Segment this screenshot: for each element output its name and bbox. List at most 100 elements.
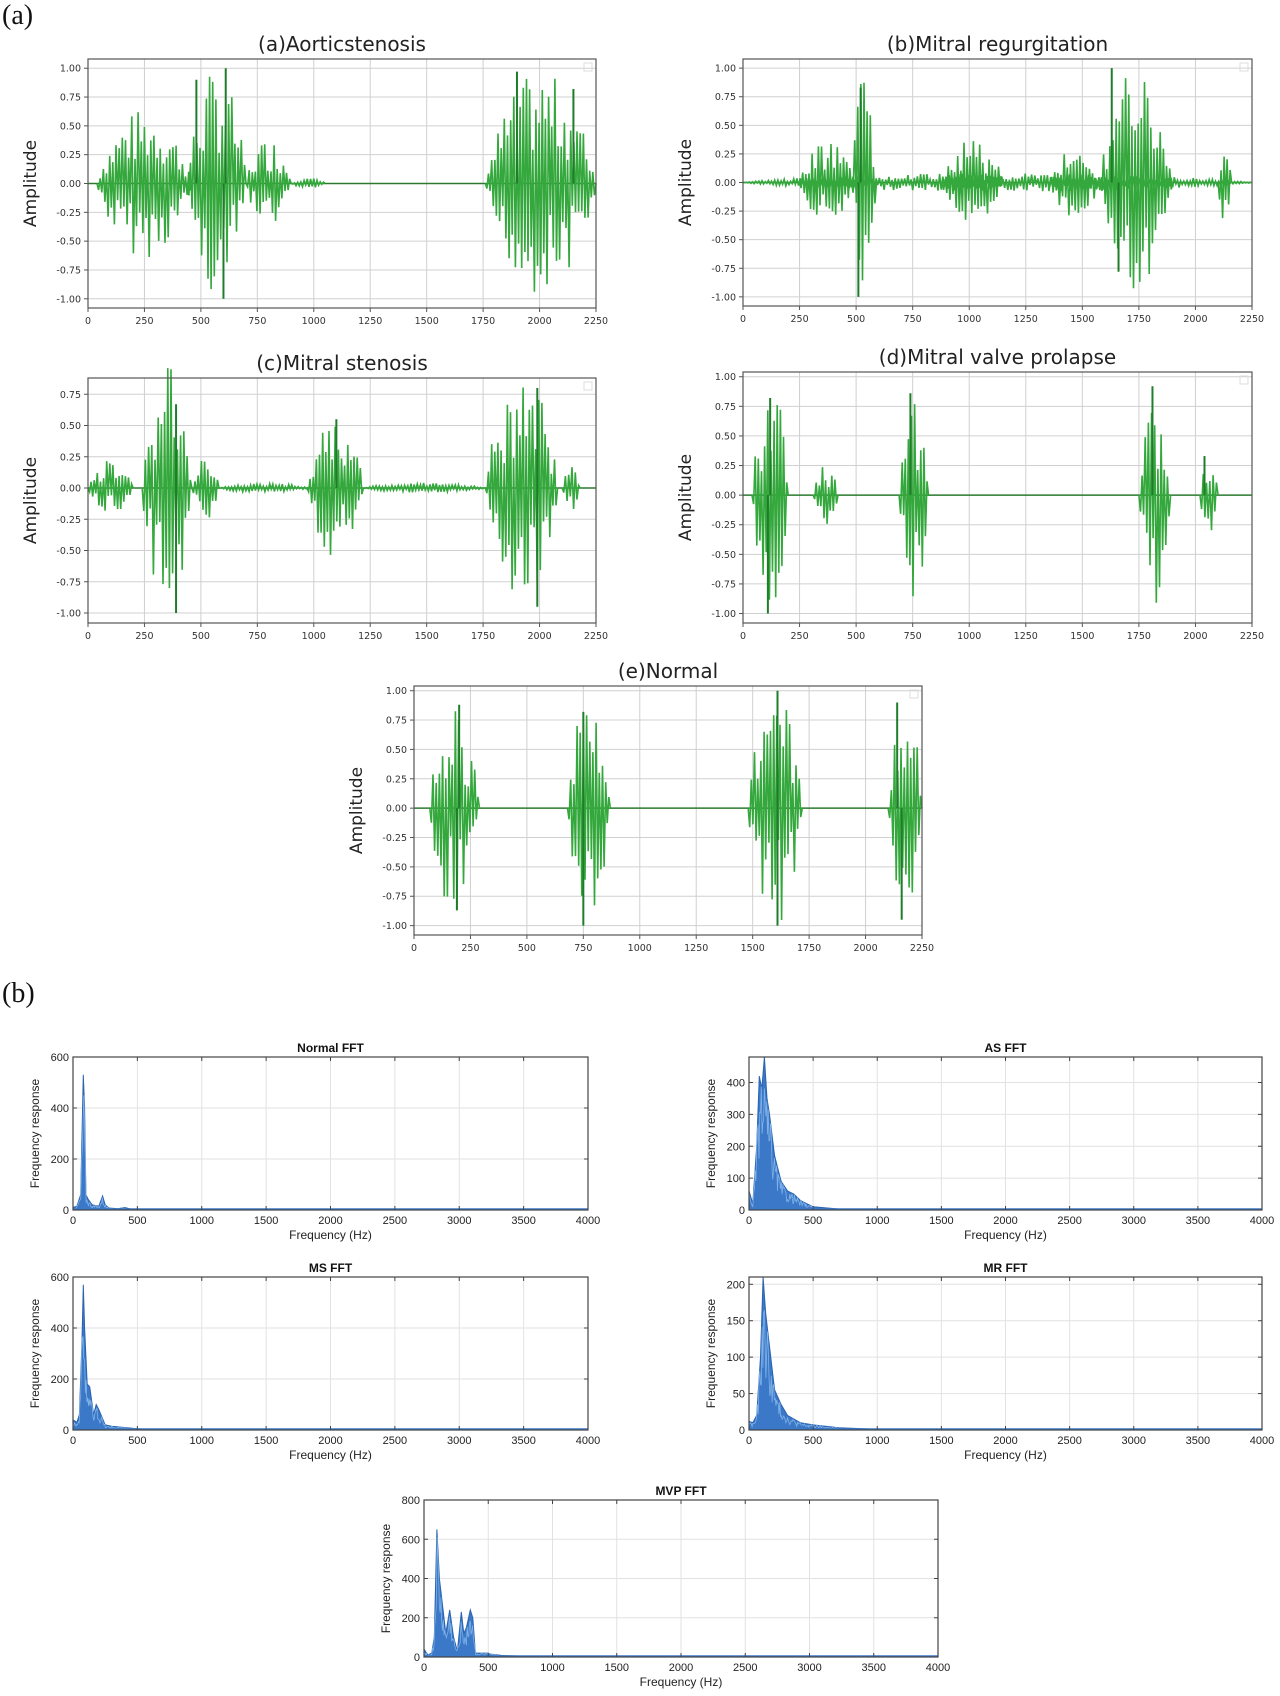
- svg-text:-0.25: -0.25: [382, 833, 407, 844]
- svg-text:0: 0: [746, 1435, 752, 1447]
- svg-text:2500: 2500: [383, 1435, 407, 1447]
- svg-text:0: 0: [739, 1425, 745, 1437]
- svg-text:-0.75: -0.75: [711, 264, 736, 275]
- svg-text:4000: 4000: [1250, 1215, 1274, 1227]
- svg-text:0.00: 0.00: [386, 804, 407, 815]
- svg-text:2000: 2000: [1183, 631, 1207, 642]
- svg-text:0: 0: [63, 1205, 69, 1217]
- svg-text:Frequency response: Frequency response: [28, 1298, 42, 1408]
- svg-text:(a)Aorticstenosis: (a)Aorticstenosis: [258, 32, 426, 56]
- svg-text:1500: 1500: [1070, 314, 1094, 325]
- svg-text:4000: 4000: [576, 1215, 600, 1227]
- svg-text:500: 500: [192, 631, 210, 642]
- svg-text:1250: 1250: [684, 943, 708, 954]
- svg-text:Frequency (Hz): Frequency (Hz): [964, 1228, 1047, 1242]
- svg-text:500: 500: [192, 316, 210, 327]
- svg-text:400: 400: [727, 1078, 745, 1090]
- svg-text:-0.25: -0.25: [56, 515, 81, 526]
- svg-text:-0.75: -0.75: [711, 579, 736, 590]
- svg-text:0.50: 0.50: [60, 121, 81, 132]
- svg-text:Frequency (Hz): Frequency (Hz): [964, 1448, 1047, 1462]
- svg-text:3500: 3500: [511, 1215, 535, 1227]
- svg-text:2000: 2000: [993, 1435, 1017, 1447]
- svg-text:1500: 1500: [605, 1662, 629, 1674]
- svg-text:1500: 1500: [929, 1215, 953, 1227]
- svg-text:1500: 1500: [929, 1435, 953, 1447]
- svg-text:600: 600: [402, 1534, 420, 1546]
- svg-text:500: 500: [847, 314, 865, 325]
- svg-text:Amplitude: Amplitude: [676, 139, 696, 226]
- svg-text:600: 600: [51, 1052, 69, 1064]
- svg-text:0.00: 0.00: [715, 178, 736, 189]
- svg-text:(d)Mitral valve prolapse: (d)Mitral valve prolapse: [879, 345, 1116, 369]
- svg-text:1000: 1000: [190, 1215, 214, 1227]
- svg-text:1000: 1000: [190, 1435, 214, 1447]
- svg-text:2250: 2250: [1240, 631, 1264, 642]
- svg-text:500: 500: [128, 1215, 146, 1227]
- svg-text:0: 0: [70, 1435, 76, 1447]
- svg-text:250: 250: [461, 943, 479, 954]
- svg-text:Frequency response: Frequency response: [704, 1078, 718, 1188]
- svg-text:50: 50: [733, 1389, 745, 1401]
- svg-text:3500: 3500: [1186, 1215, 1210, 1227]
- svg-text:2000: 2000: [527, 631, 551, 642]
- svg-text:1250: 1250: [1014, 631, 1038, 642]
- svg-text:-1.00: -1.00: [711, 292, 736, 303]
- panel-label-a: (a): [2, 0, 34, 31]
- svg-text:0.75: 0.75: [715, 402, 736, 413]
- svg-text:-0.25: -0.25: [711, 520, 736, 531]
- svg-text:-0.50: -0.50: [711, 235, 736, 246]
- svg-text:0.25: 0.25: [715, 461, 736, 472]
- svg-text:2000: 2000: [853, 943, 877, 954]
- svg-text:750: 750: [904, 314, 922, 325]
- svg-text:0.75: 0.75: [60, 93, 81, 104]
- svg-text:600: 600: [51, 1272, 69, 1284]
- svg-text:Amplitude: Amplitude: [21, 457, 41, 544]
- svg-text:(c)Mitral stenosis: (c)Mitral stenosis: [256, 351, 428, 375]
- svg-text:200: 200: [727, 1279, 745, 1291]
- svg-text:1500: 1500: [415, 316, 439, 327]
- svg-text:1000: 1000: [865, 1435, 889, 1447]
- svg-text:-1.00: -1.00: [711, 609, 736, 620]
- svg-text:0.25: 0.25: [60, 150, 81, 161]
- svg-text:3500: 3500: [1186, 1435, 1210, 1447]
- svg-text:Amplitude: Amplitude: [676, 454, 696, 541]
- svg-text:2000: 2000: [527, 316, 551, 327]
- svg-text:400: 400: [402, 1574, 420, 1586]
- svg-text:2000: 2000: [1183, 314, 1207, 325]
- svg-text:300: 300: [727, 1109, 745, 1121]
- svg-text:0.25: 0.25: [386, 774, 407, 785]
- svg-text:0.25: 0.25: [60, 452, 81, 463]
- svg-text:750: 750: [904, 631, 922, 642]
- svg-text:0.50: 0.50: [715, 431, 736, 442]
- svg-text:MS FFT: MS FFT: [309, 1261, 353, 1275]
- svg-text:1.00: 1.00: [386, 686, 407, 697]
- svg-text:-1.00: -1.00: [56, 294, 81, 305]
- svg-text:0.00: 0.00: [60, 484, 81, 495]
- svg-text:Frequency (Hz): Frequency (Hz): [289, 1448, 372, 1462]
- svg-text:4000: 4000: [576, 1435, 600, 1447]
- svg-text:1250: 1250: [1014, 314, 1038, 325]
- svg-text:-1.00: -1.00: [56, 609, 81, 620]
- svg-text:250: 250: [790, 631, 808, 642]
- svg-text:-0.75: -0.75: [56, 265, 81, 276]
- svg-text:2500: 2500: [733, 1662, 757, 1674]
- svg-text:0: 0: [740, 314, 746, 325]
- svg-text:0: 0: [85, 316, 91, 327]
- svg-text:1.00: 1.00: [60, 64, 81, 75]
- svg-text:500: 500: [479, 1662, 497, 1674]
- svg-text:800: 800: [402, 1495, 420, 1507]
- svg-text:-0.25: -0.25: [56, 208, 81, 219]
- svg-text:2000: 2000: [318, 1435, 342, 1447]
- svg-text:Frequency response: Frequency response: [704, 1298, 718, 1408]
- svg-text:0.75: 0.75: [60, 390, 81, 401]
- svg-text:1750: 1750: [471, 316, 495, 327]
- svg-text:1500: 1500: [254, 1435, 278, 1447]
- svg-text:500: 500: [128, 1435, 146, 1447]
- svg-text:-1.00: -1.00: [382, 921, 407, 932]
